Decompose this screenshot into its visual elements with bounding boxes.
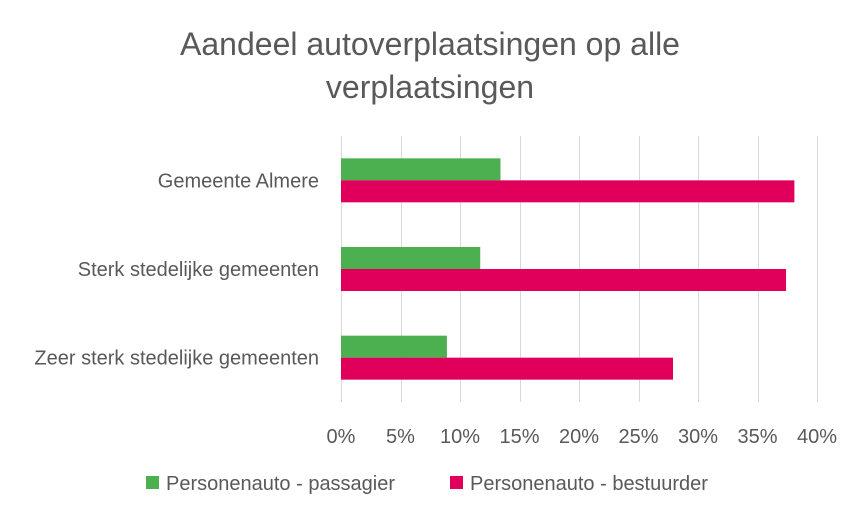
bar-bestuurder-1 [341, 269, 787, 291]
category-label: Sterk stedelijke gemeenten [78, 259, 319, 281]
bar-bestuurder-2 [341, 357, 674, 380]
legend-swatch-1 [450, 476, 463, 489]
x-tick-label: 5% [386, 426, 415, 448]
bar-bestuurder-0 [341, 180, 795, 203]
x-tick-label: 15% [499, 426, 539, 448]
legend-label-1: Personenauto - bestuurder [470, 473, 708, 495]
x-axis-tick-labels: 0% 5% 10% 15% 20% 25% 30% 35% 40% [327, 426, 838, 448]
bar-passagier-1 [341, 247, 481, 269]
x-tick-label: 0% [327, 426, 356, 448]
x-tick-label: 25% [618, 426, 658, 448]
x-tick-label: 35% [737, 426, 777, 448]
legend: Personenauto - passagier Personenauto - b… [146, 473, 708, 495]
x-tick-label: 40% [797, 426, 837, 448]
category-label: Zeer sterk stedelijke gemeenten [34, 348, 319, 370]
bar-passagier-2 [341, 335, 447, 358]
chart-title-line-1: Aandeel autoverplaatsingen op alle [180, 26, 680, 62]
bar-passagier-0 [341, 158, 501, 181]
x-tick-label: 10% [440, 426, 480, 448]
category-label: Gemeente Almere [158, 170, 319, 192]
category-labels: Gemeente Almere Sterk stedelijke gemeente… [34, 170, 319, 369]
legend-label-0: Personenauto - passagier [166, 473, 395, 495]
bars [341, 158, 795, 380]
x-tick-label: 30% [678, 426, 718, 448]
legend-swatch-0 [146, 476, 159, 489]
x-tick-label: 20% [559, 426, 599, 448]
chart-title-line-2: verplaatsingen [326, 69, 534, 105]
